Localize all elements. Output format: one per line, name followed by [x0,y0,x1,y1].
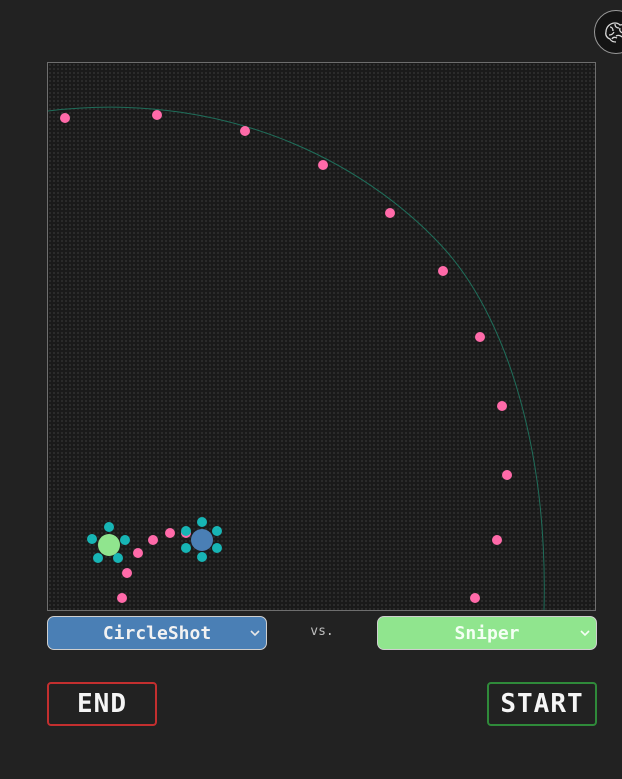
bullet [122,568,132,578]
start-button[interactable]: START [487,682,597,726]
bullet [60,113,70,123]
player-sniper [181,517,222,562]
bullet [385,208,395,218]
brain-icon-glyph [605,22,622,43]
bullet [470,593,480,603]
bullet [117,593,127,603]
bullet [497,401,507,411]
bullet-trail-arc [48,106,545,610]
player-circleshot [87,522,130,563]
right-bot-select-value: Sniper [454,622,520,644]
bullet [165,528,175,538]
orbit-dot [181,526,191,536]
orbit-dot [212,543,222,553]
bullet [438,266,448,276]
bullet [148,535,158,545]
left-bot-select-value: CircleShot [102,622,212,644]
orbit-dot [93,553,103,563]
orbit-dot [104,522,114,532]
bullet [475,332,485,342]
end-button[interactable]: END [47,682,157,726]
chevron-down-icon [250,630,260,637]
bullet [492,535,502,545]
chevron-down-icon [580,630,590,637]
orbit-dot [197,517,207,527]
bullet [133,548,143,558]
left-bot-select[interactable]: CircleShot [47,616,267,650]
orbit-dot [87,534,97,544]
player-body [191,529,213,551]
orbit-dot [212,526,222,536]
bullet [502,470,512,480]
bullet [240,126,250,136]
right-bot-select[interactable]: Sniper [377,616,597,650]
bullets-layer [60,110,512,603]
arena-canvas [48,106,545,610]
bullet [152,110,162,120]
game-arena[interactable] [47,62,596,611]
brain-icon[interactable] [594,10,622,54]
orbit-dot [120,535,130,545]
versus-label: vs. [310,624,334,639]
player-body [98,534,120,556]
bullet [318,160,328,170]
orbit-dot [197,552,207,562]
orbit-dot [113,553,123,563]
orbit-dot [181,543,191,553]
